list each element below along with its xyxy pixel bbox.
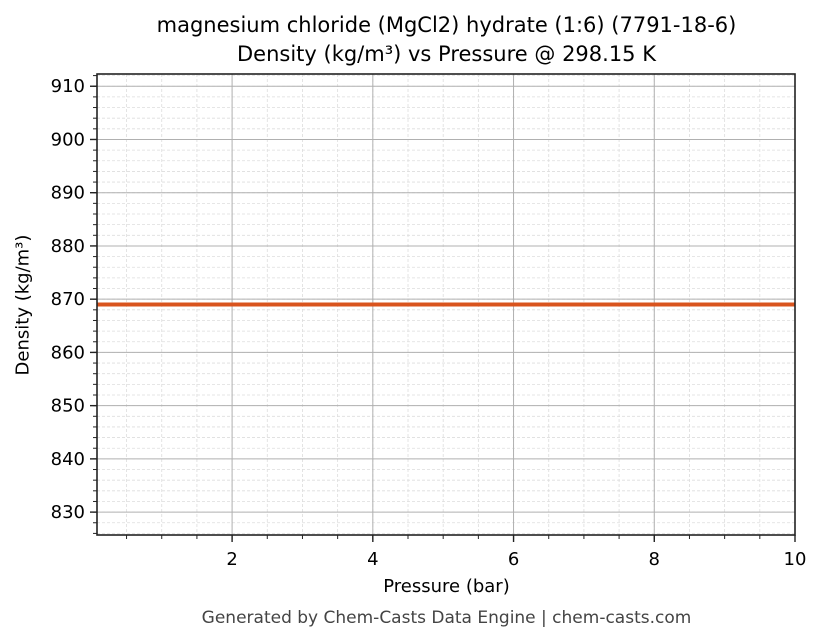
x-tick-label: 6 <box>508 549 519 570</box>
major-grid <box>97 74 796 535</box>
chart-title-line2: Density (kg/m³) vs Pressure @ 298.15 K <box>236 42 656 66</box>
footer-credit: Generated by Chem-Casts Data Engine | ch… <box>201 608 692 628</box>
axis-ticks <box>90 75 796 542</box>
x-tick-label: 8 <box>649 549 660 570</box>
y-tick-label: 880 <box>51 236 85 257</box>
x-tick-label: 2 <box>226 549 237 570</box>
x-axis-label: Pressure (bar) <box>383 576 510 597</box>
axes-frame <box>96 73 796 536</box>
x-tick-label: 4 <box>367 549 378 570</box>
axis-tick-labels: 2 4 6 8 10 830 840 850 860 870 880 890 900 910 <box>51 76 807 570</box>
y-tick-label: 890 <box>51 183 85 204</box>
y-tick-label: 900 <box>51 129 85 150</box>
chart-title-line1: magnesium chloride (MgCl2) hydrate (1:6)… <box>156 13 737 37</box>
y-tick-label: 910 <box>51 76 85 97</box>
y-tick-label: 830 <box>51 502 85 523</box>
y-tick-label: 860 <box>51 342 85 363</box>
x-tick-label: 10 <box>784 549 807 570</box>
y-tick-label: 840 <box>51 449 85 470</box>
y-axis-label: Density (kg/m³) <box>12 234 34 376</box>
y-tick-label: 870 <box>51 289 85 310</box>
y-tick-label: 850 <box>51 396 85 417</box>
